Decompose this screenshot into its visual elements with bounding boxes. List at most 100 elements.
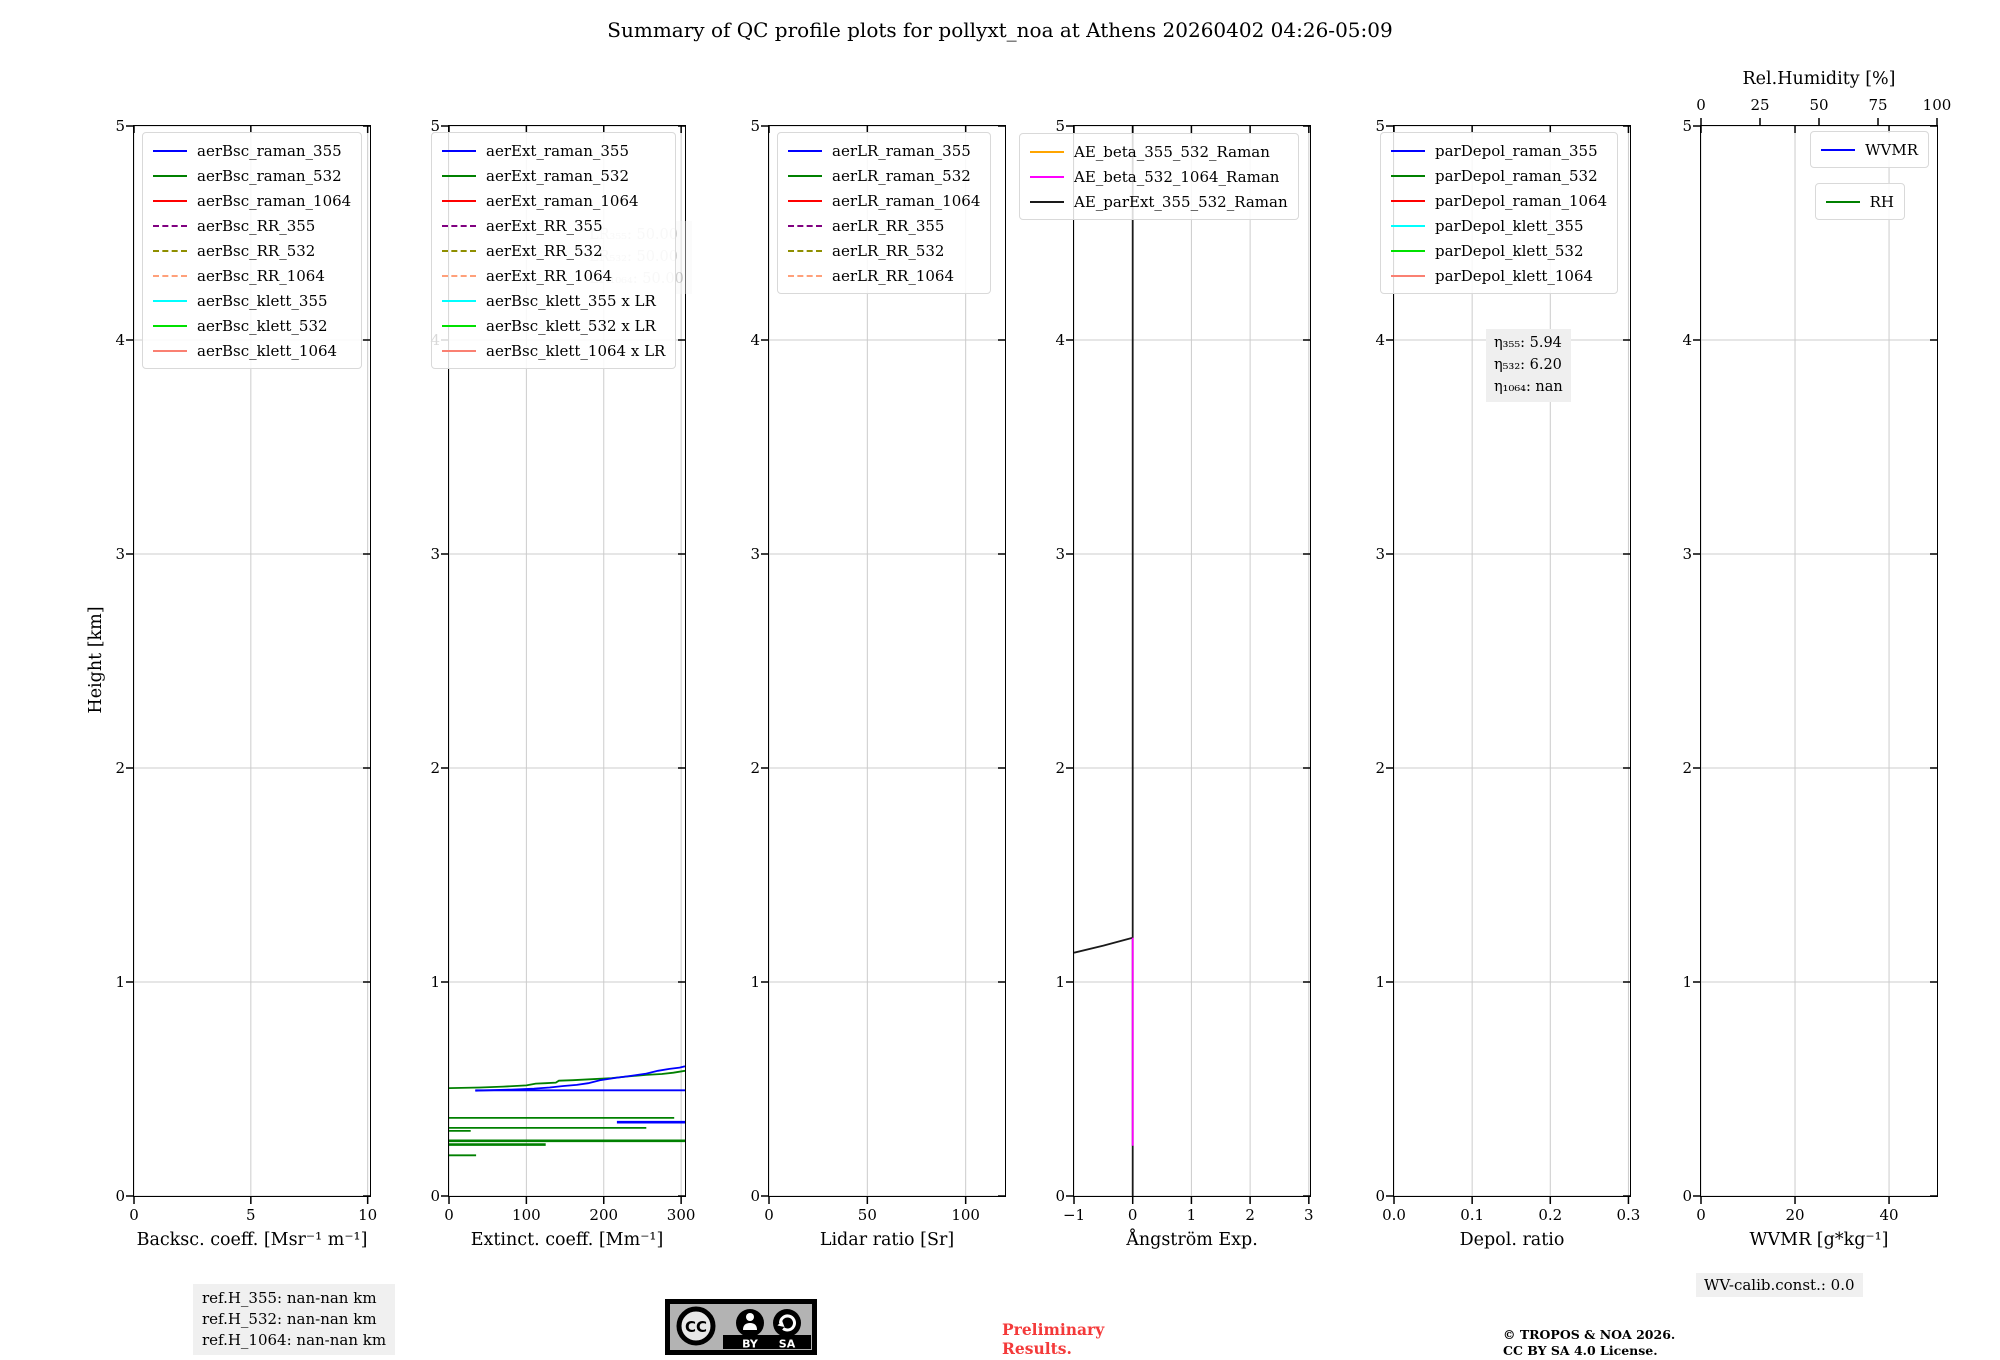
annotation-line: η₁₀₆₄: nan: [1494, 378, 1563, 395]
y-tick-label: 3: [1055, 545, 1065, 563]
y-tick-label: 2: [1055, 759, 1065, 777]
legend-line-sample: [442, 274, 476, 277]
legend-label: aerExt_raman_532: [486, 166, 629, 185]
legend-label: AE_parExt_355_532_Raman: [1074, 192, 1288, 211]
x-tick-label: 3: [1304, 1206, 1314, 1224]
legend-item: aerBsc_raman_355: [153, 138, 351, 163]
legend-line-sample: [153, 199, 187, 202]
y-tick-label: 5: [1055, 117, 1065, 135]
legend-line-sample: [1391, 224, 1425, 227]
y-tick-label: 3: [115, 545, 125, 563]
annotation-depol: η₃₅₅: 5.94 η₅₃₂: 6.20 η₁₀₆₄: nan: [1486, 329, 1571, 403]
series-aerExt_raman_355: [475, 1065, 685, 1092]
legend-item: aerExt_raman_532: [442, 163, 665, 188]
y-tick-label: 5: [750, 117, 760, 135]
x-tick-label: 1: [1186, 1206, 1197, 1224]
legend-item: aerBsc_klett_1064 x LR: [442, 338, 665, 363]
legend-line-sample: [442, 249, 476, 252]
legend-item: aerLR_raman_355: [788, 138, 980, 163]
legend-item: aerBsc_RR_532: [153, 238, 351, 263]
legend-item: aerExt_raman_355: [442, 138, 665, 163]
legend-line-sample: [442, 349, 476, 352]
legend-label: aerBsc_klett_532: [197, 316, 328, 335]
copyright-license-note: © TROPOS & NOA 2026. CC BY SA 4.0 Licens…: [1503, 1327, 1675, 1360]
legend-line-sample: [153, 149, 187, 152]
x-axis-label-backscatter: Backsc. coeff. [Msr⁻¹ m⁻¹]: [136, 1230, 368, 1250]
legend: aerLR_raman_355 aerLR_raman_532 aerLR_rama…: [777, 132, 992, 294]
x-tick-label: 0: [444, 1206, 454, 1224]
ref-height-1064: ref.H_1064: nan-nan km: [202, 1331, 387, 1349]
legend-label: aerBsc_RR_355: [197, 216, 316, 235]
legend-label: aerExt_RR_355: [486, 216, 603, 235]
x-tick-label: 0.2: [1538, 1206, 1563, 1224]
panel-angstrom: −1 0 1 2 3 0 1 2 3 4 5 Ångström Exp. AE_beta_355_532…: [1019, 117, 1314, 1250]
y-tick-label: 3: [750, 545, 760, 563]
legend-item: RH: [1825, 189, 1894, 214]
license-line: CC BY SA 4.0 License.: [1503, 1343, 1658, 1359]
figure-title: Summary of QC profile plots for pollyxt_…: [607, 18, 1393, 42]
x-axis-label-wvmr: WVMR [g*kg⁻¹]: [1749, 1230, 1889, 1250]
x-tick-label: 20: [1785, 1206, 1805, 1224]
legend-line-sample: [1030, 150, 1064, 153]
legend: aerExt_raman_355 aerExt_raman_532 aerExt_r…: [431, 132, 677, 369]
x-tick-label: 0: [1127, 1206, 1138, 1224]
y-tick-label: 4: [1055, 331, 1065, 349]
y-tick-label: 2: [750, 759, 760, 777]
legend-item: aerBsc_raman_532: [153, 163, 351, 188]
legend-line-sample: [1391, 274, 1425, 277]
legend-line-sample: [788, 224, 822, 227]
legend-line-sample: [1391, 249, 1425, 252]
sa-text: SA: [779, 1338, 796, 1351]
gridlines: [769, 126, 1005, 1196]
y-tick-label: 5: [430, 117, 440, 135]
top-axis-label: Rel.Humidity [%]: [1742, 69, 1896, 89]
y-axis-label: Height [km]: [86, 606, 106, 714]
legend-item: parDepol_klett_532: [1391, 238, 1607, 263]
legend: RH: [1814, 183, 1905, 220]
legend-line-sample: [788, 274, 822, 277]
x-tick-label: 0: [1696, 1206, 1706, 1224]
legend-label: RH: [1869, 192, 1894, 211]
ref-height-355: ref.H_355: nan-nan km: [202, 1289, 377, 1307]
legend-label: aerBsc_raman_1064: [197, 191, 352, 210]
legend-item: aerBsc_klett_532: [153, 313, 351, 338]
legend-item: aerBsc_klett_355 x LR: [442, 288, 665, 313]
legend-label: aerBsc_klett_532 x LR: [486, 316, 656, 335]
annotation-line: η₃₅₅: 5.94: [1494, 335, 1562, 351]
y-tick-label: 3: [1682, 545, 1692, 563]
x-tick-label: 0.1: [1460, 1206, 1485, 1224]
legend-item: aerExt_raman_1064: [442, 188, 665, 213]
legend-item: aerBsc_raman_1064: [153, 188, 351, 213]
y-tick-label: 1: [1682, 973, 1692, 991]
legend-line-sample: [442, 199, 476, 202]
x-tick-label: −1: [1062, 1206, 1086, 1224]
legend-label: aerExt_RR_532: [486, 241, 603, 260]
legend-line-sample: [153, 174, 187, 177]
y-tick-label: 5: [115, 117, 125, 135]
legend-label: aerLR_raman_355: [832, 141, 971, 160]
cc-circle-icon: [676, 1306, 716, 1346]
y-tick-label: 5: [1375, 117, 1385, 135]
legend-label: AE_beta_355_532_Raman: [1074, 142, 1270, 161]
legend-label: aerBsc_klett_1064: [197, 341, 338, 360]
legend-label: parDepol_klett_1064: [1435, 266, 1594, 285]
series-AE_parExt_355_532_Raman: [1074, 936, 1133, 954]
x-tick-label: 50: [857, 1206, 877, 1224]
legend-label: aerBsc_raman_355: [197, 141, 342, 160]
legend-line-sample: [1391, 174, 1425, 177]
y-tick-label: 0: [1055, 1187, 1065, 1205]
legend-item: AE_beta_355_532_Raman: [1030, 139, 1288, 164]
legend-line-sample: [788, 149, 822, 152]
legend-label: aerExt_RR_1064: [486, 266, 613, 285]
arrow-arc: [778, 1314, 796, 1332]
gridlines: [1394, 126, 1630, 1196]
y-tick-label: 0: [1375, 1187, 1385, 1205]
copyright-line: © TROPOS & NOA 2026.: [1503, 1327, 1676, 1342]
legend-line-sample: [788, 249, 822, 252]
legend: parDepol_raman_355 parDepol_raman_532 parD…: [1380, 132, 1619, 294]
top-axis-tick-label: 0: [1696, 96, 1706, 114]
legend-item: parDepol_raman_1064: [1391, 188, 1607, 213]
legend-line-sample: [1030, 175, 1064, 178]
legend-label: aerBsc_RR_1064: [197, 266, 325, 285]
